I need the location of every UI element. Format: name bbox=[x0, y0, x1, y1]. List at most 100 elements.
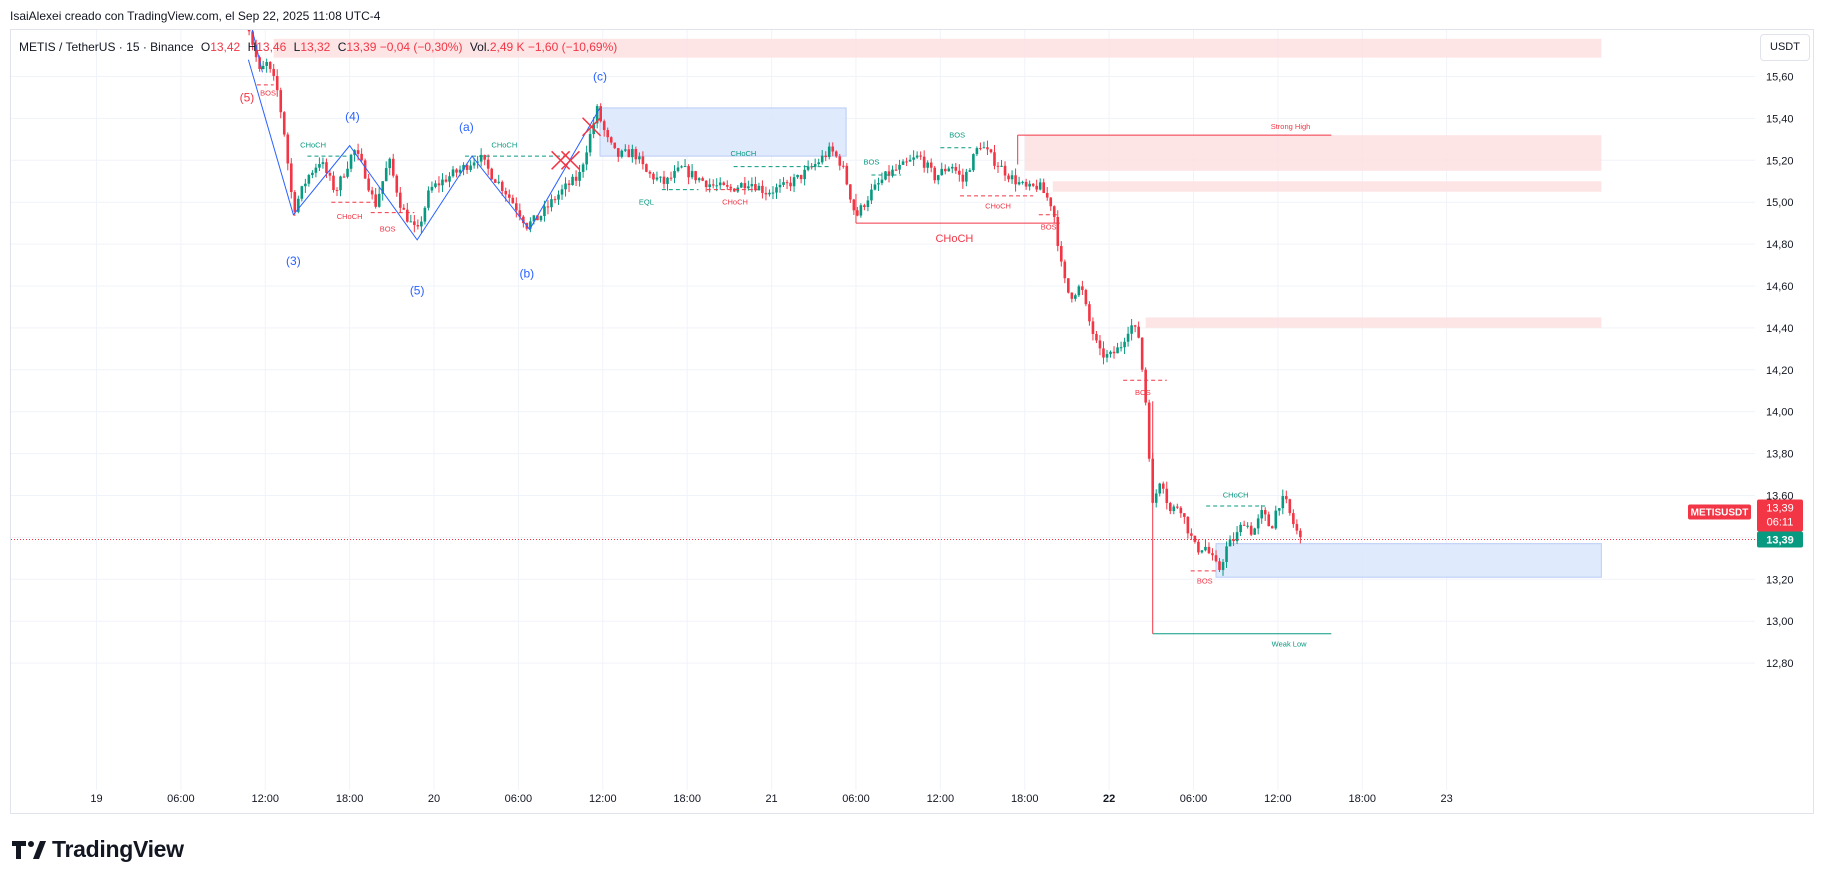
candle-body bbox=[1052, 206, 1056, 217]
x-tick-label: 12:00 bbox=[927, 793, 955, 805]
candle-body bbox=[247, 30, 251, 32]
candle-body bbox=[796, 174, 799, 178]
candle bbox=[831, 142, 835, 157]
candle-body bbox=[553, 199, 557, 201]
candle-body bbox=[261, 65, 265, 69]
candle bbox=[1126, 326, 1130, 347]
legend-close: 13,39 bbox=[346, 40, 377, 54]
candle bbox=[1179, 506, 1183, 518]
candle bbox=[799, 174, 803, 184]
candle bbox=[1028, 180, 1031, 191]
candle-body bbox=[1024, 181, 1028, 187]
x-tick-label: 12:00 bbox=[589, 793, 617, 805]
candle-body bbox=[595, 106, 599, 124]
candle bbox=[455, 168, 458, 178]
x-tick-label: 23 bbox=[1441, 793, 1453, 805]
candle bbox=[870, 183, 873, 205]
candle-body bbox=[627, 149, 631, 158]
candle bbox=[690, 164, 694, 180]
candle-body bbox=[550, 199, 553, 208]
candle bbox=[1204, 539, 1207, 552]
candle bbox=[550, 194, 553, 212]
candle-body bbox=[915, 155, 919, 158]
candle bbox=[627, 144, 631, 158]
candle bbox=[388, 157, 392, 176]
structure-label: BOS bbox=[1197, 576, 1213, 585]
legend-symbol[interactable]: METIS / TetherUS · 15 · Binance bbox=[19, 40, 194, 54]
candle-body bbox=[764, 192, 768, 195]
candle bbox=[398, 187, 402, 213]
structure-label: BOS bbox=[949, 130, 965, 139]
candle-body bbox=[982, 147, 986, 149]
candle-body bbox=[683, 166, 687, 168]
supply-zone bbox=[1024, 135, 1602, 171]
x-tick-label: 12:00 bbox=[252, 793, 280, 805]
candle bbox=[669, 171, 673, 181]
candle-body bbox=[757, 185, 761, 191]
candle-body bbox=[1179, 507, 1183, 514]
candle-body bbox=[420, 221, 423, 227]
candle-body bbox=[1190, 533, 1193, 536]
structure-label: CHoCH bbox=[300, 141, 326, 150]
candle-body bbox=[620, 150, 624, 157]
candle-body bbox=[1031, 183, 1035, 186]
countdown-label: 06:11 bbox=[1767, 516, 1794, 528]
candle bbox=[803, 165, 806, 186]
candle bbox=[841, 161, 845, 169]
candle bbox=[715, 178, 719, 192]
candle-body bbox=[539, 216, 543, 221]
candle-body bbox=[733, 188, 736, 192]
candle-body bbox=[817, 162, 820, 165]
candle bbox=[958, 164, 961, 182]
candle bbox=[265, 58, 268, 73]
candle bbox=[493, 178, 497, 183]
candle-body bbox=[870, 189, 873, 201]
candle-body bbox=[377, 193, 381, 207]
candle-body bbox=[750, 184, 754, 187]
candle bbox=[722, 181, 726, 186]
candle-body bbox=[824, 155, 828, 158]
candle bbox=[402, 204, 406, 210]
candle-body bbox=[1193, 535, 1197, 542]
candle-body bbox=[1270, 526, 1274, 529]
candle-body bbox=[529, 221, 532, 229]
candle bbox=[567, 179, 571, 193]
candle-body bbox=[841, 165, 845, 167]
candle-body bbox=[254, 44, 258, 58]
candle bbox=[571, 174, 574, 186]
candle-body bbox=[472, 162, 476, 166]
structure-label: CHoCH bbox=[985, 201, 1011, 210]
supply-zone bbox=[1052, 181, 1602, 192]
candle-body bbox=[500, 181, 504, 191]
candle-body bbox=[430, 186, 434, 191]
candle bbox=[659, 176, 662, 183]
candle-body bbox=[1299, 530, 1302, 538]
candle-body bbox=[476, 161, 479, 163]
candle-body bbox=[398, 192, 402, 208]
candle bbox=[1176, 503, 1179, 510]
candle bbox=[662, 170, 666, 189]
candle bbox=[1098, 335, 1102, 356]
candle-body bbox=[602, 121, 606, 131]
candle-body bbox=[427, 190, 430, 208]
candle bbox=[954, 162, 958, 174]
currency-button[interactable]: USDT bbox=[1760, 34, 1810, 61]
legend-vol-change: −1,60 (−10,69%) bbox=[527, 40, 618, 54]
candle bbox=[697, 177, 701, 183]
candle-body bbox=[901, 161, 905, 165]
candle-body bbox=[1232, 539, 1235, 542]
candle-body bbox=[356, 150, 360, 154]
candle-body bbox=[1200, 550, 1204, 553]
candle-body bbox=[304, 183, 307, 187]
candle-body bbox=[536, 215, 539, 221]
candle-body bbox=[532, 215, 536, 222]
candle-body bbox=[297, 198, 300, 212]
candle bbox=[764, 186, 768, 201]
candle-body bbox=[244, 14, 247, 19]
tradingview-logo[interactable]: TradingView bbox=[12, 836, 184, 862]
candle bbox=[933, 165, 937, 184]
candle bbox=[838, 153, 842, 171]
candle bbox=[859, 203, 863, 218]
candle-body bbox=[666, 177, 669, 184]
